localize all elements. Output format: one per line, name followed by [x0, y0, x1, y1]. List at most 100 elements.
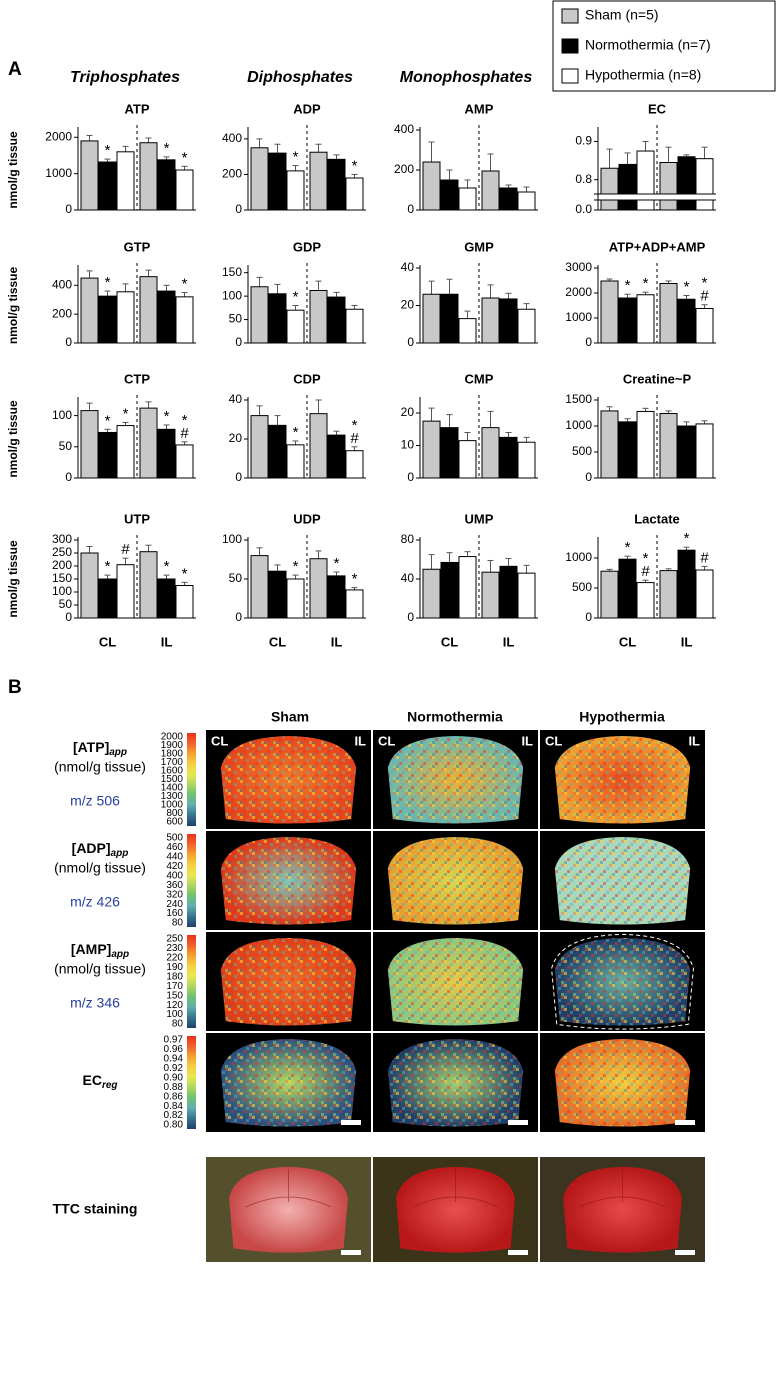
colorbar — [187, 935, 196, 1028]
bar — [309, 558, 328, 619]
y-tick-label: 500 — [572, 444, 592, 458]
colorbar — [187, 733, 196, 826]
bar — [677, 298, 696, 344]
brain-texture — [554, 937, 691, 1026]
bar — [636, 294, 655, 344]
y-tick-label: 1000 — [565, 310, 592, 324]
bar — [175, 169, 194, 211]
y-tick-label: 400 — [222, 131, 242, 145]
panel-label: B — [8, 677, 22, 698]
bar — [157, 159, 176, 211]
colorbar-label: 800 — [166, 808, 183, 819]
x-tick-label: CL — [99, 634, 116, 649]
column-title: Diphosphates — [247, 69, 353, 86]
colorbar-label: 190 — [166, 962, 183, 973]
bar — [422, 293, 441, 344]
significance-marker: * — [123, 405, 129, 422]
hemisphere-label: CL — [378, 733, 395, 748]
y-tick-label: 500 — [572, 580, 592, 594]
y-tick-label: 0 — [235, 335, 242, 349]
y-tick-label: 0 — [235, 610, 242, 624]
y-tick-label: 0.0 — [575, 202, 592, 216]
y-tick-label: 200 — [222, 167, 242, 181]
row-unit: (nmol/g tissue) — [54, 759, 146, 775]
significance-marker: * — [625, 539, 631, 556]
bar — [139, 551, 158, 619]
brain-photo — [563, 1166, 682, 1253]
brain-midline — [579, 1169, 666, 1208]
bar — [499, 565, 518, 619]
chart-title: CMP — [465, 371, 494, 386]
y-tick-label: 100 — [52, 408, 72, 422]
bar — [98, 295, 117, 344]
y-tick-label: 0 — [65, 202, 72, 216]
bar — [309, 413, 328, 479]
colorbar — [187, 1036, 196, 1129]
x-tick-label: CL — [441, 634, 458, 649]
bar — [116, 564, 135, 619]
colorbar-label: 1900 — [161, 740, 184, 751]
hemisphere-label: CL — [545, 733, 562, 748]
colorbar-label: 400 — [166, 870, 183, 881]
bar — [618, 163, 637, 211]
bar — [517, 191, 536, 211]
bar — [600, 280, 619, 344]
y-axis-label: nmol/g tissue — [6, 131, 20, 209]
scale-bar — [675, 1120, 695, 1125]
y-tick-label: 0 — [65, 470, 72, 484]
colorbar-label: 0.80 — [164, 1120, 184, 1131]
row-label: [ATP]app — [73, 739, 127, 758]
bar — [139, 276, 158, 344]
brain-texture — [220, 735, 357, 824]
colorbar-label: 0.86 — [164, 1091, 184, 1102]
y-tick-label: 200 — [52, 558, 72, 572]
brain-texture — [554, 735, 691, 824]
significance-marker: * — [182, 149, 188, 166]
bar — [618, 421, 637, 479]
brain-texture — [220, 836, 357, 925]
y-tick-label: 1500 — [565, 392, 592, 406]
bar — [695, 158, 714, 211]
bar — [458, 440, 477, 479]
y-tick-label: 1000 — [45, 166, 72, 180]
y-tick-label: 40 — [401, 260, 415, 274]
bar — [481, 571, 500, 619]
bar — [80, 277, 99, 344]
colorbar-label: 120 — [166, 1000, 183, 1011]
brain-photo — [229, 1166, 348, 1253]
bar — [517, 572, 536, 619]
chart-title: Lactate — [634, 511, 680, 526]
row-label-name: EC — [82, 1072, 101, 1088]
bar — [327, 158, 346, 211]
row-label-name: [ATP] — [73, 739, 109, 755]
row-mz: m/z 426 — [70, 894, 120, 910]
bar — [636, 582, 655, 619]
scale-bar — [508, 1120, 528, 1125]
significance-marker: * — [105, 558, 111, 575]
chart-title: EC — [648, 101, 667, 116]
colorbar-label: 240 — [166, 899, 183, 910]
bar — [327, 434, 346, 479]
bar — [636, 410, 655, 479]
brain-photo — [396, 1166, 515, 1253]
y-tick-label: 0 — [235, 202, 242, 216]
colorbar-label: 220 — [166, 953, 183, 964]
bar — [458, 318, 477, 344]
scale-bar — [675, 1250, 695, 1255]
brain-texture — [387, 1038, 524, 1127]
bar — [695, 569, 714, 619]
significance-marker: * — [105, 412, 111, 429]
bar — [286, 170, 305, 211]
row-unit: (nmol/g tissue) — [54, 961, 146, 977]
colorbar-label: 1500 — [161, 774, 184, 785]
significance-marker: * — [625, 277, 631, 294]
y-tick-label: 0 — [585, 335, 592, 349]
bar — [345, 308, 364, 344]
chart-title: ATP+ADP+AMP — [609, 239, 706, 254]
bar — [499, 298, 518, 344]
significance-marker: * — [352, 417, 358, 434]
colorbar-label: 1400 — [161, 783, 184, 794]
colorbar-label: 1800 — [161, 749, 184, 760]
colorbar-label: 460 — [166, 842, 183, 853]
y-tick-label: 50 — [59, 439, 73, 453]
